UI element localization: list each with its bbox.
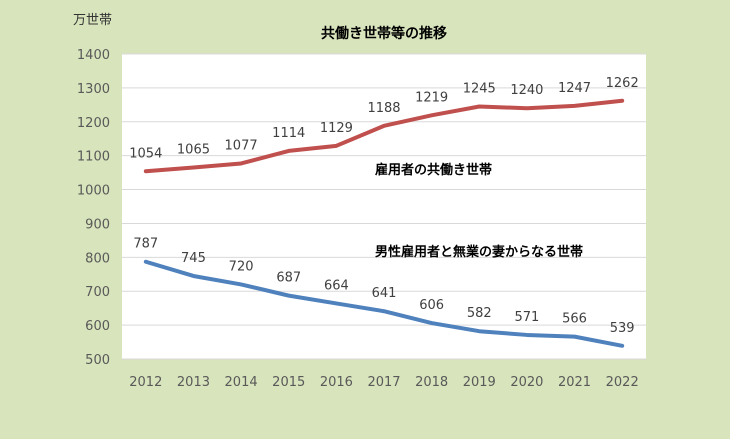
data-label: 1065: [177, 143, 210, 158]
y-tick-label: 1300: [77, 82, 110, 97]
data-label: 1219: [415, 90, 448, 105]
x-tick-label: 2021: [558, 375, 591, 390]
y-tick-label: 1400: [77, 48, 110, 63]
data-label: 1188: [367, 101, 400, 116]
data-label: 787: [133, 237, 158, 252]
data-label: 571: [514, 310, 539, 325]
tick-layer: 500 600 700 800 900 1000 1100 1200 1300 1400 2012 2…: [77, 48, 639, 390]
x-tick-label: 2015: [272, 375, 305, 390]
y-tick-label: 1000: [77, 184, 110, 199]
x-tick-label: 2020: [510, 375, 543, 390]
series-label-single-income: 男性雇用者と無業の妻からなる世帯: [375, 244, 583, 260]
series-layer: [143, 98, 625, 348]
x-tick-label: 2016: [320, 375, 353, 390]
x-tick-label: 2014: [225, 375, 258, 390]
y-tick-label: 700: [85, 285, 110, 300]
y-axis-unit-label: 万世帯: [73, 13, 112, 28]
data-label: 720: [229, 259, 254, 274]
data-label: 582: [467, 306, 492, 321]
series-line-0: [143, 98, 625, 174]
series-label-dual-income: 雇用者の共働き世帯: [375, 162, 492, 178]
y-tick-label: 1200: [77, 116, 110, 131]
data-label: 539: [610, 321, 635, 336]
data-label: 1247: [558, 81, 591, 96]
data-label: 1262: [606, 76, 639, 91]
data-label: 1245: [463, 82, 496, 97]
data-label: 1129: [320, 121, 353, 136]
y-tick-label: 800: [85, 251, 110, 266]
data-label: 745: [181, 251, 206, 266]
data-label: 1077: [225, 138, 258, 153]
x-tick-label: 2012: [129, 375, 162, 390]
y-tick-label: 600: [85, 319, 110, 334]
chart-title: 共働き世帯等の推移: [321, 25, 447, 42]
grid-layer: [122, 53, 646, 360]
y-tick-label: 1100: [77, 150, 110, 165]
y-tick-label: 500: [85, 353, 110, 368]
data-label: 566: [562, 312, 587, 327]
x-tick-label: 2018: [415, 375, 448, 390]
y-tick-label: 900: [85, 217, 110, 232]
data-label: 1054: [129, 146, 162, 161]
x-tick-label: 2022: [606, 375, 639, 390]
data-label: 641: [372, 286, 397, 301]
data-label: 1240: [510, 83, 543, 98]
data-label: 687: [276, 271, 301, 286]
x-tick-label: 2017: [367, 375, 400, 390]
data-label: 1114: [272, 126, 305, 141]
x-tick-label: 2013: [177, 375, 210, 390]
series-line-1: [143, 259, 625, 348]
label-layer: 1054 1065 1077 1114 1129 1188 1219 1245 1240 1247…: [129, 76, 638, 336]
x-tick-label: 2019: [463, 375, 496, 390]
data-label: 664: [324, 278, 349, 293]
data-label: 606: [419, 298, 444, 313]
